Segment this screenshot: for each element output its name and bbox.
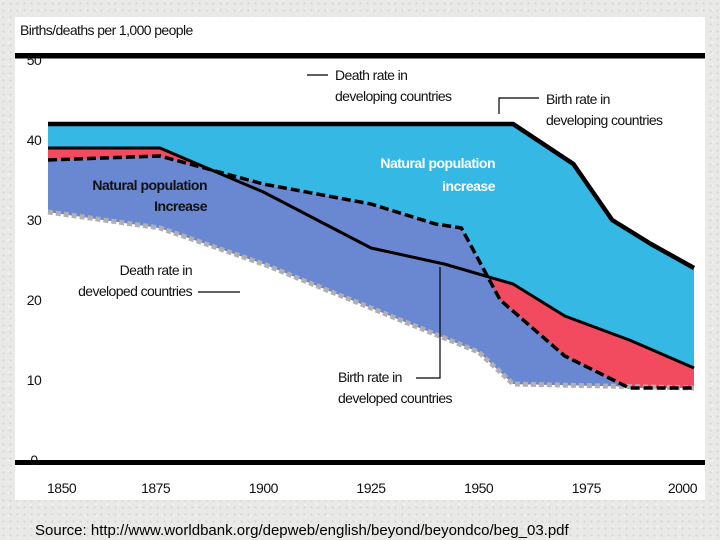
population-rate-chart: Death rate in developing countries Birth r… [15, 22, 705, 496]
x-tick-label-2000: 2000 [668, 480, 698, 496]
chart-title: Births/deaths per 1,000 people [20, 22, 194, 38]
death-rate-developing-line [47, 154, 694, 390]
x-tick-label-1975: 1975 [572, 480, 602, 496]
y-tick-label-40: 40 [27, 132, 42, 148]
x-tick-label-1875: 1875 [141, 480, 171, 496]
annotation-birth-rate-developing: Birth rate in developing countries [546, 91, 663, 128]
chart-panel: Death rate in developing countries Birth r… [15, 17, 705, 500]
x-tick-label-1925: 1925 [356, 480, 386, 496]
plot-bottom-border [15, 460, 705, 465]
y-tick-label-0: 0 [30, 452, 38, 468]
y-tick-label-30: 30 [27, 212, 42, 228]
annotation-birth-rate-developed: Birth rate in developed countries [338, 369, 453, 406]
annotation-natural-increase-developing: Natural population increase [380, 155, 495, 194]
annotation-natural-increase-developed: Natural population Increase [92, 177, 207, 214]
annotation-death-rate-developing: Death rate in developing countries [335, 67, 452, 104]
death-rate-developed-line [47, 209, 695, 391]
source-citation: Source: http://www.worldbank.org/depweb/… [35, 522, 569, 539]
leader-birth-rate-developing [498, 97, 539, 114]
y-tick-label-50: 50 [27, 52, 42, 68]
y-tick-label-20: 20 [27, 292, 42, 308]
y-tick-label-10: 10 [27, 372, 42, 388]
x-tick-label-1900: 1900 [249, 480, 279, 496]
plot-top-border [15, 53, 705, 59]
birth-rate-developed-line [48, 146, 695, 370]
leader-birth-rate-developed [416, 267, 441, 379]
x-tick-label-1950: 1950 [464, 480, 494, 496]
birth-rate-developing-line [48, 121, 696, 270]
annotation-death-rate-developed: Death rate in developed countries [78, 262, 193, 299]
x-tick-label-1850: 1850 [47, 480, 77, 496]
